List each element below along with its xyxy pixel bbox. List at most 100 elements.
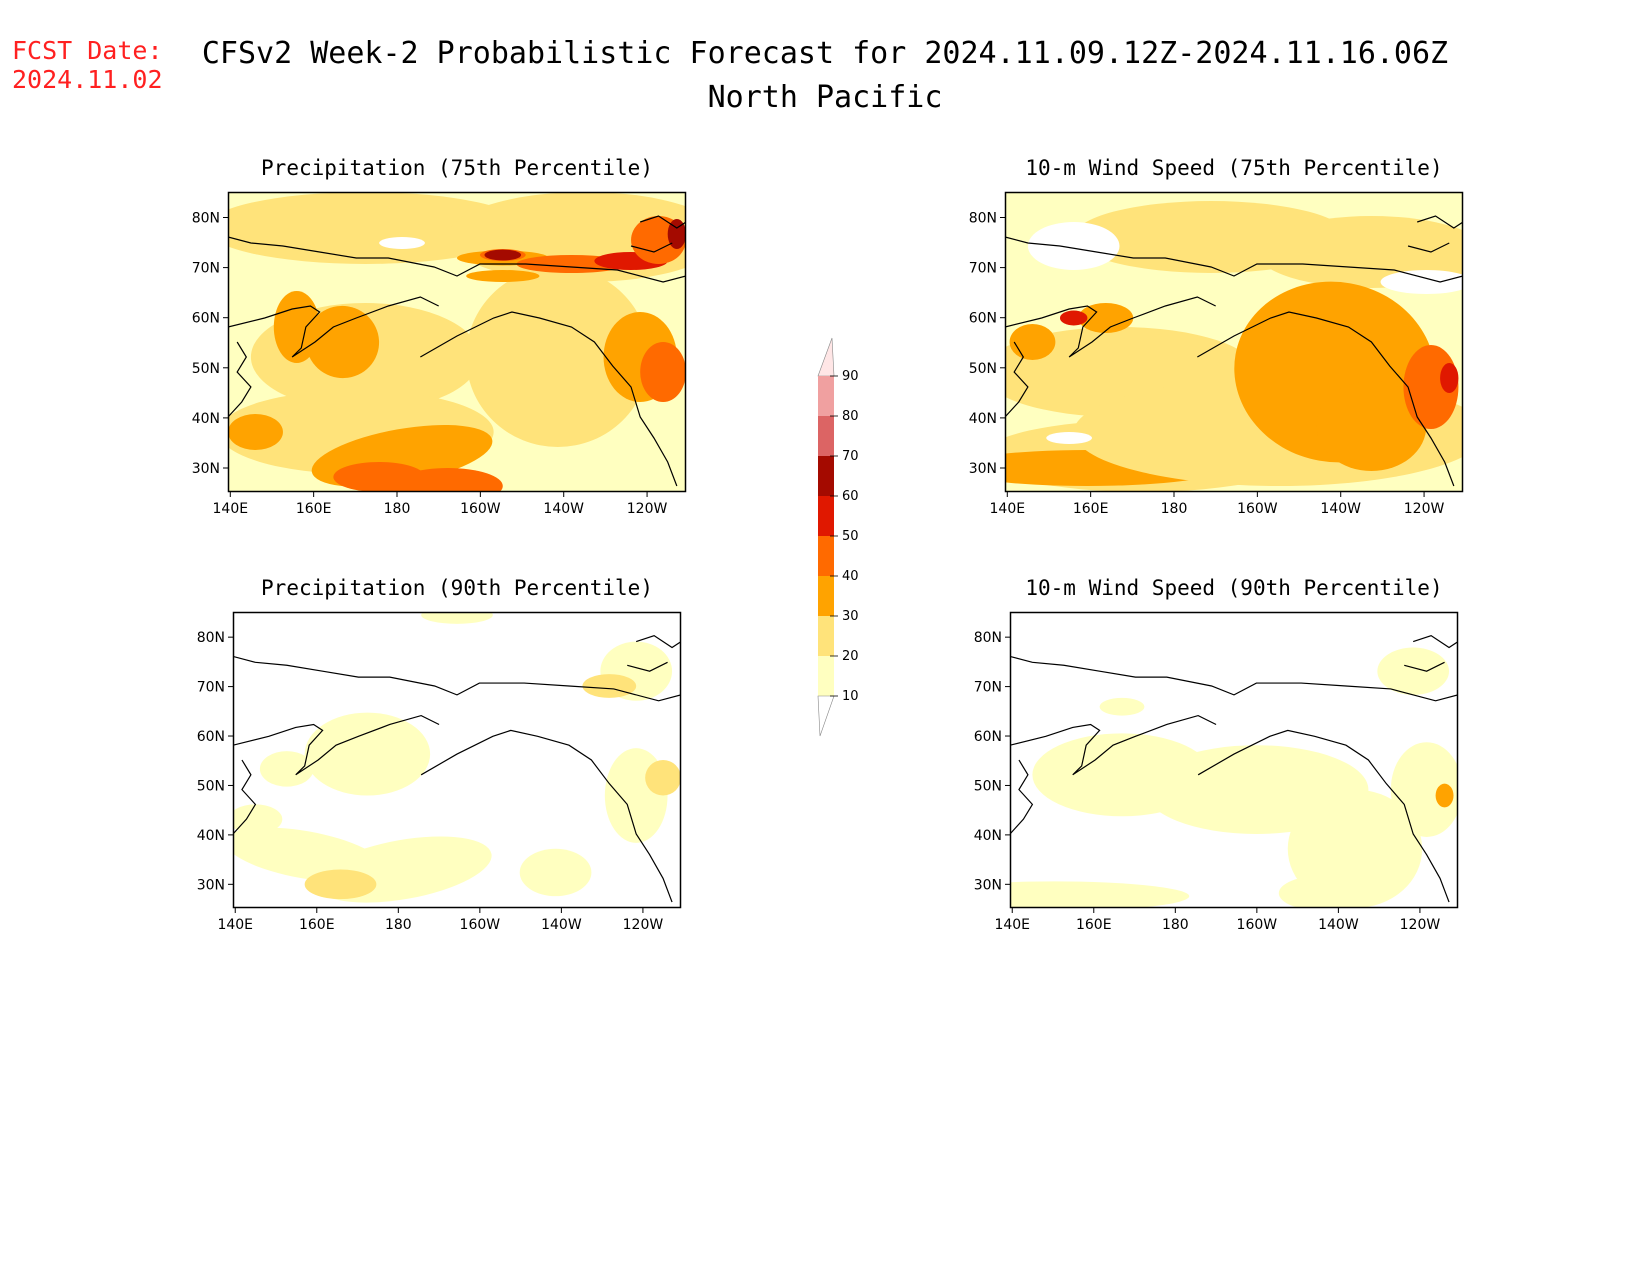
lon-tick-label: 180	[385, 917, 412, 933]
lat-tick-label: 60N	[192, 311, 220, 327]
panel-title: Precipitation (90th Percentile)	[261, 576, 653, 600]
lat-tick-label: 30N	[192, 461, 220, 477]
map-frame	[1004, 191, 1464, 493]
contour-region	[304, 712, 431, 796]
colorbar-label: 80	[842, 409, 859, 424]
lat-tick-label: 40N	[969, 411, 997, 427]
map-plot: 80N 70N 60N 50N 40N 30N 140E 160E 180 160W 140W 120…	[969, 191, 1464, 517]
lat-tick-label: 80N	[974, 630, 1002, 646]
fcst-date-label: FCST Date:	[12, 36, 163, 65]
contour-region	[640, 342, 686, 402]
contour-region	[484, 249, 522, 261]
lat-tick-label: 40N	[197, 828, 225, 844]
contour-region	[466, 270, 540, 282]
lon-tick-label: 180	[384, 501, 411, 517]
panel-title: Precipitation (75th Percentile)	[261, 156, 653, 180]
contour-region	[1316, 381, 1427, 471]
lat-tick-label: 50N	[192, 361, 220, 377]
shaded-field	[233, 612, 681, 903]
map-panel-precip-90: Precipitation (90th Percentile) 80N 70N 60…	[197, 576, 682, 933]
lon-tick-label: 180	[1162, 917, 1189, 933]
lat-tick-label: 60N	[197, 729, 225, 745]
shaded-field	[228, 192, 686, 492]
contour-region	[1380, 270, 1463, 294]
map-panel-wind-75: 10-m Wind Speed (75th Percentile) 80N 70N…	[969, 156, 1464, 517]
lon-tick-label: 140W	[1318, 917, 1359, 933]
lat-tick-label: 40N	[974, 828, 1002, 844]
shaded-field	[1005, 192, 1463, 492]
lat-tick-label: 70N	[969, 261, 997, 277]
map-plot: 80N 70N 60N 50N 40N 30N 140E 160E 180 160W 140W 120…	[974, 611, 1459, 933]
lat-tick-label: 30N	[974, 877, 1002, 893]
colorbar-cap-top	[817, 337, 835, 377]
contour-region	[667, 219, 686, 249]
lon-tick-label: 140E	[217, 917, 253, 933]
lon-tick-label: 160E	[299, 917, 335, 933]
colorbar-segment	[818, 376, 834, 416]
contour-region	[1009, 324, 1056, 360]
lon-tick-label: 160W	[460, 917, 501, 933]
coastline	[228, 215, 686, 487]
coastline	[233, 635, 681, 903]
contour-region	[1078, 303, 1134, 333]
map-frame	[232, 611, 682, 909]
contour-region	[1440, 363, 1459, 393]
lat-tick-label: 80N	[192, 211, 220, 227]
lon-tick-label: 160W	[1237, 501, 1278, 517]
lat-tick-label: 70N	[192, 261, 220, 277]
lon-tick-label: 140W	[543, 501, 584, 517]
lon-tick-label: 160W	[1237, 917, 1278, 933]
coastline	[1010, 635, 1458, 903]
lon-tick-label: 160E	[1076, 917, 1112, 933]
lon-tick-label: 160E	[296, 501, 332, 517]
colorbar-segment	[818, 496, 834, 536]
map-frame	[1009, 611, 1459, 909]
colorbar-label: 70	[842, 449, 859, 464]
title-line-2: North Pacific	[707, 80, 943, 115]
colorbar-segment	[818, 416, 834, 456]
lat-tick-label: 60N	[974, 729, 1002, 745]
lat-tick-label: 30N	[969, 461, 997, 477]
colorbar-label: 30	[842, 609, 859, 624]
map-frame	[227, 191, 687, 493]
page-title: CFSv2 Week-2 Probabilistic Forecast for …	[0, 32, 1650, 120]
lon-tick-label: 140W	[541, 917, 582, 933]
colorbar-label: 40	[842, 569, 859, 584]
contour-region	[259, 751, 314, 787]
colorbar-segment	[818, 456, 834, 496]
contour-region	[582, 674, 637, 698]
lon-tick-label: 180	[1161, 501, 1188, 517]
lon-tick-label: 140E	[994, 917, 1030, 933]
contour-region	[379, 237, 425, 249]
colorbar-segment	[818, 576, 834, 616]
lon-tick-label: 120W	[627, 501, 668, 517]
contour-region	[1027, 222, 1120, 270]
lon-tick-label: 140E	[990, 501, 1026, 517]
lon-tick-label: 160W	[460, 501, 501, 517]
colorbar-label: 20	[842, 649, 859, 664]
contour-region	[304, 869, 377, 900]
contour-region	[1046, 432, 1093, 444]
lat-tick-label: 30N	[197, 877, 225, 893]
fcst-date-value: 2024.11.02	[12, 65, 163, 94]
map-plot: 80N 70N 60N 50N 40N 30N 140E 160E 180 160W 140W 120…	[192, 191, 687, 517]
lat-tick-label: 70N	[197, 680, 225, 696]
lat-tick-label: 80N	[969, 211, 997, 227]
map-panel-wind-90: 10-m Wind Speed (90th Percentile) 80N 70N…	[974, 576, 1459, 933]
panel-title: 10-m Wind Speed (75th Percentile)	[1025, 156, 1443, 180]
colorbar-segment	[818, 536, 834, 576]
lon-tick-label: 160E	[1073, 501, 1109, 517]
lat-tick-label: 60N	[969, 311, 997, 327]
contour-region	[392, 468, 503, 492]
colorbar-label: 60	[842, 489, 859, 504]
map-plot: 80N 70N 60N 50N 40N 30N 140E 160E 180 160W 140W 120…	[197, 611, 682, 933]
contour-region	[1099, 697, 1145, 716]
contour-region	[1435, 783, 1454, 808]
contour-region	[1390, 742, 1458, 837]
contour-region	[519, 848, 592, 897]
coastline	[1005, 215, 1463, 487]
lon-tick-label: 120W	[1400, 917, 1441, 933]
colorbar-cap-bottom	[817, 695, 835, 737]
contour-region	[1256, 216, 1463, 288]
colorbar-segment	[818, 616, 834, 656]
